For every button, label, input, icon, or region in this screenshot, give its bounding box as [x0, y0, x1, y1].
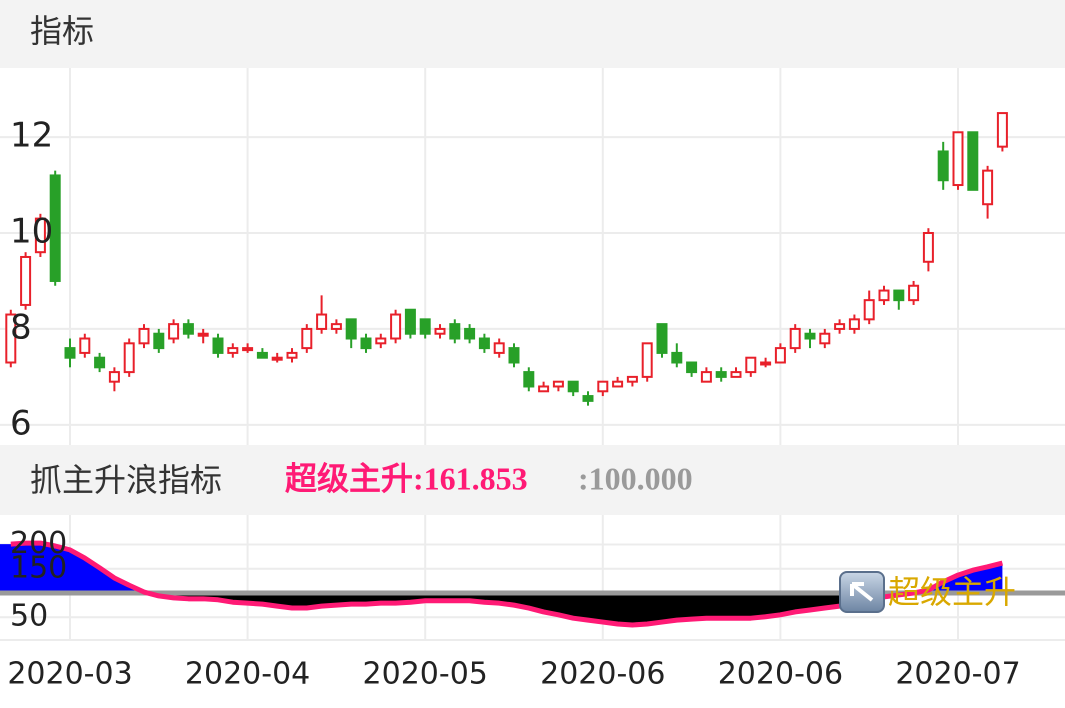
indicator-line — [10, 540, 1004, 628]
candle-body — [301, 327, 313, 350]
candle-body — [64, 347, 76, 359]
candle-body — [789, 327, 801, 350]
candle-body — [908, 284, 920, 302]
y-tick-label: 50 — [10, 599, 48, 634]
candle-body — [316, 313, 328, 330]
candle-body — [182, 323, 194, 335]
candle-body — [937, 150, 949, 182]
candle-body — [286, 351, 298, 359]
y-tick-label: 150 — [10, 550, 67, 585]
candle-body — [434, 327, 446, 335]
candle-body — [848, 318, 860, 330]
candle-body — [597, 380, 609, 393]
candle-body — [626, 375, 638, 383]
indicator-title: 抓主升浪指标 — [30, 461, 222, 499]
x-tick-label: 2020-05 — [363, 657, 488, 692]
candle-body — [878, 289, 890, 302]
candle-body — [982, 169, 994, 206]
candle-body — [967, 131, 979, 191]
candle-body — [656, 323, 668, 354]
candle-body — [197, 332, 209, 337]
candle-body — [212, 337, 224, 354]
y-tick-label: 6 — [10, 403, 32, 443]
candle-body — [256, 351, 268, 359]
candle-body — [819, 332, 831, 345]
candle-body — [330, 323, 342, 330]
candle-body — [227, 347, 239, 354]
candle-body — [745, 356, 757, 374]
candle-body — [774, 347, 786, 364]
candle-body — [79, 337, 91, 354]
candle-body — [834, 323, 846, 330]
candles — [5, 112, 1008, 406]
marks-layer — [0, 112, 1065, 628]
annotation-arrow — [850, 582, 874, 602]
candle-body — [345, 318, 357, 340]
indicator-bar — [0, 445, 1065, 515]
x-tick-label: 2020-04 — [185, 657, 310, 692]
candle-body — [996, 112, 1008, 148]
labels-layer: 2020-03 2020-04 2020-05 2020-06 2020-06 2020-… — [7, 116, 1020, 692]
candle-body — [552, 380, 564, 388]
candle-body — [271, 356, 283, 361]
candle-body — [641, 342, 653, 378]
area-above — [0, 543, 1003, 594]
candle-body — [123, 342, 135, 374]
candle-body — [419, 318, 431, 335]
annotation: 超级主升 — [888, 573, 1016, 611]
main-panel — [0, 68, 1065, 445]
x-tick-label: 2020-07 — [895, 657, 1020, 692]
candle-body — [493, 342, 505, 354]
indicator-value: 超级主升:161.853 — [285, 460, 528, 496]
candle-body — [952, 131, 964, 187]
candle-body — [582, 395, 594, 402]
candle-body — [449, 323, 461, 340]
y-tick-label: 10 — [10, 211, 53, 251]
y-tick-label: 200 — [10, 526, 67, 561]
y-tick-label: 8 — [10, 307, 32, 347]
candle-body — [360, 337, 372, 350]
y-tick-label: 12 — [10, 116, 53, 156]
candle-body — [478, 337, 490, 350]
candle-body — [730, 371, 742, 378]
candle-body — [671, 351, 683, 364]
candle-body — [612, 380, 624, 388]
candle-body — [508, 347, 520, 364]
header-bar — [0, 0, 1065, 68]
candle-body — [804, 332, 816, 340]
candle-body — [390, 313, 402, 340]
x-tick-label: 2020-03 — [7, 657, 132, 692]
candle-body — [863, 299, 875, 321]
candle-body — [700, 371, 712, 383]
panel-title: 指标 — [30, 12, 94, 50]
candle-body — [922, 231, 934, 263]
candle-body — [5, 313, 17, 364]
candle-body — [404, 308, 416, 335]
candle-body — [20, 255, 32, 306]
candle-body — [242, 347, 254, 352]
x-tick-label: 2020-06 — [718, 657, 843, 692]
candle-body — [108, 371, 120, 383]
candle-body — [168, 323, 180, 340]
candle-body — [153, 332, 165, 350]
reference-value: :100.000 — [578, 460, 693, 496]
x-tick-label: 2020-06 — [540, 657, 665, 692]
candle-body — [94, 356, 106, 369]
candle-body — [567, 380, 579, 393]
candle-body — [34, 217, 46, 254]
candle-body — [138, 327, 150, 345]
candle-body — [760, 361, 772, 366]
candle-body — [686, 361, 698, 374]
candle-body — [715, 371, 727, 378]
candle-body — [893, 289, 905, 302]
candle-body — [523, 371, 535, 388]
candle-body — [464, 327, 476, 340]
candle-body — [538, 385, 550, 393]
candle-body — [49, 174, 61, 282]
candle-body — [375, 337, 387, 345]
